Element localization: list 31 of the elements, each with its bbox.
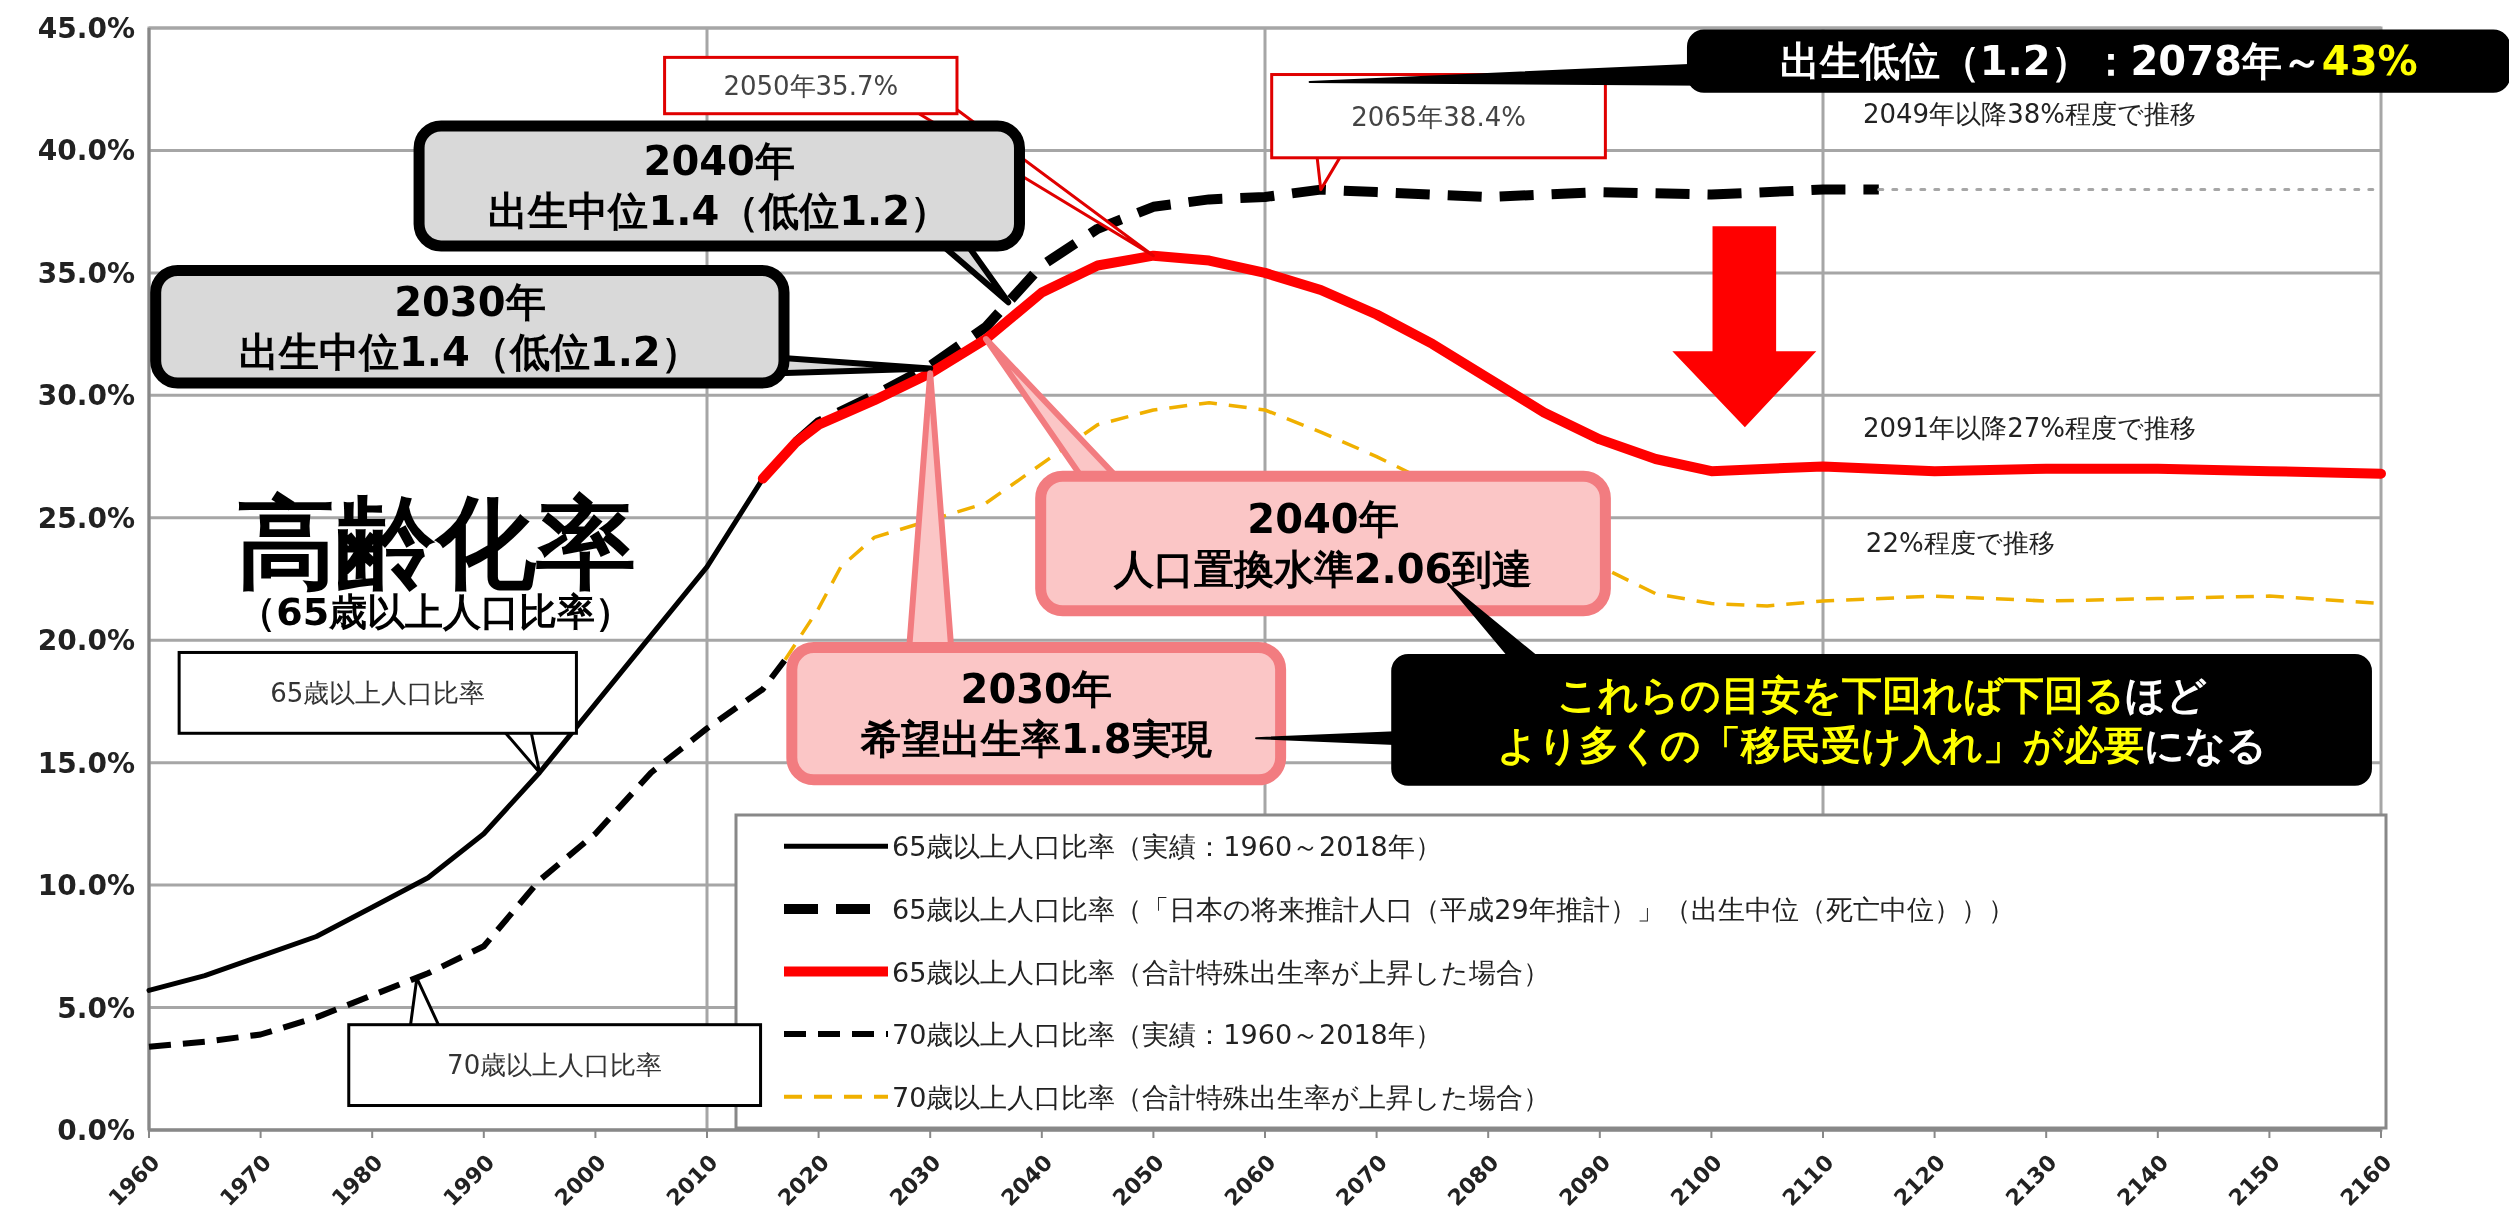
annotation: 2091年以降27%程度で推移 [1863, 412, 2196, 443]
annotation: 2065年38.4% [1270, 73, 1607, 192]
annotation: 2040年出生中位1.4（低位1.2） [488, 138, 951, 235]
annotation: 65歳以上人口比率 [270, 678, 486, 709]
annotation: 2049年以降38%程度で推移 [1863, 99, 2196, 130]
y-tick-label: 5.0% [57, 991, 135, 1025]
annotation: 2030年出生中位1.4（低位1.2） [238, 279, 701, 376]
annotation: 22%程度で推移 [1865, 527, 2055, 558]
y-tick-label: 40.0% [37, 134, 135, 168]
y-tick-label: 20.0% [37, 624, 135, 658]
y-tick-label: 15.0% [37, 746, 135, 780]
y-tick-label: 45.0% [37, 12, 135, 45]
legend-label: 65歳以上人口比率（「日本の将来推計人口（平成29年推計）」（出生中位（死亡中位））） [892, 893, 2015, 925]
y-tick-label: 35.0% [37, 256, 135, 290]
annotation: 出生低位（1.2）：2078年～43% [1779, 38, 2418, 85]
y-tick-label: 25.0% [37, 501, 135, 535]
legend-label: 65歳以上人口比率（実績：1960～2018年） [892, 831, 1442, 863]
annotation: 2050年35.7% [723, 70, 899, 101]
annotation: 2030年出生中位1.4（低位1.2） [150, 264, 934, 389]
y-tick-label: 10.0% [37, 869, 135, 903]
annotation: 2030年希望出生率1.8実現 [859, 666, 1212, 763]
y-tick-label: 30.0% [37, 379, 135, 413]
legend-label: 70歳以上人口比率（合計特殊出生率が上昇した場合） [892, 1081, 1551, 1113]
legend-label: 70歳以上人口比率（実績：1960～2018年） [892, 1019, 1442, 1051]
annotation: 70歳以上人口比率 [447, 1050, 663, 1081]
annotation: 65歳以上人口比率 [177, 650, 578, 774]
annotation: 2065年38.4% [1351, 101, 1526, 132]
annotation: これらの目安を下回れば下回るほどより多くの「移民受け入れ」が必要になる [1496, 672, 2267, 769]
y-tick-label: 0.0% [57, 1114, 135, 1147]
legend-label: 65歳以上人口比率（合計特殊出生率が上昇した場合） [892, 956, 1551, 988]
annotation: 出生低位（1.2）：2078年～43% [1308, 29, 2509, 93]
